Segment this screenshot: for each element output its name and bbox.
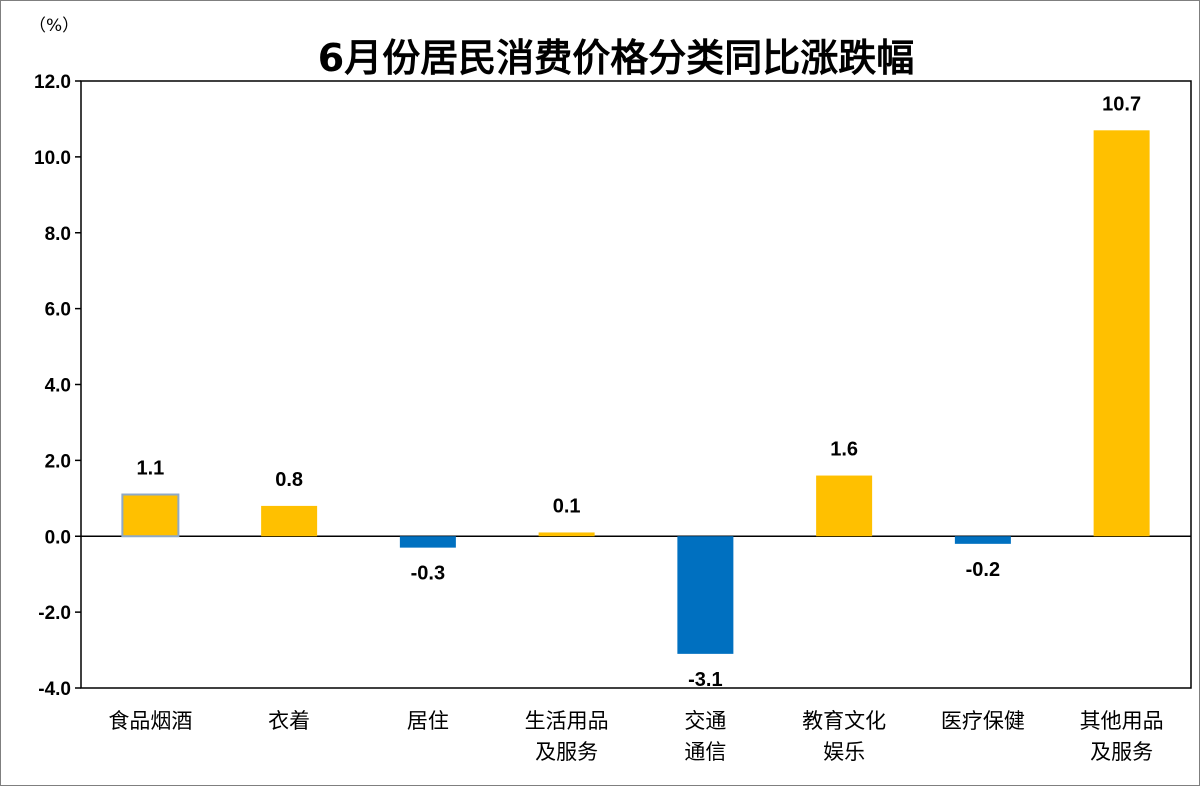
data-label: 0.1 [553, 495, 581, 517]
bar [399, 536, 456, 548]
bar [816, 475, 873, 537]
bar [121, 493, 180, 538]
y-tick-label: -2.0 [38, 603, 71, 624]
x-tick-label: 教育文化 [802, 709, 886, 733]
bar [261, 505, 318, 537]
x-tick-label: 通信 [684, 740, 726, 764]
bar [677, 536, 734, 654]
x-tick-label: 衣着 [268, 709, 310, 733]
x-tick-label: 生活用品 [525, 709, 609, 733]
x-tick-label: 食品烟酒 [108, 709, 192, 733]
x-tick-label: 及服务 [1090, 740, 1153, 764]
y-tick-label: 10.0 [34, 148, 71, 169]
bar [538, 532, 595, 537]
bar [954, 536, 1011, 544]
y-tick-label: 12.0 [34, 72, 71, 93]
plot-border [80, 80, 1192, 689]
data-label: -3.1 [688, 669, 722, 691]
x-tick-label: 交通 [684, 709, 726, 733]
data-label: 10.7 [1102, 93, 1141, 115]
y-tick-label: 4.0 [45, 376, 71, 397]
x-tick-label: 及服务 [535, 740, 598, 764]
y-tick-label: 2.0 [45, 451, 71, 472]
data-label: 1.1 [136, 458, 164, 480]
y-tick-label: -4.0 [38, 679, 71, 700]
y-tick-label: 8.0 [45, 224, 71, 245]
y-tick-label: 6.0 [45, 300, 71, 321]
bar [1093, 130, 1150, 537]
data-label: -0.2 [966, 559, 1000, 581]
data-label: 0.8 [275, 469, 303, 491]
y-tick-label: 0.0 [45, 527, 71, 548]
data-label: -0.3 [411, 563, 445, 585]
x-tick-label: 其他用品 [1080, 709, 1164, 733]
chart-title: 6月份居民消费价格分类同比涨跌幅 [318, 36, 914, 80]
unit-label: （%） [29, 16, 79, 36]
plot-area: 12.0 10.0 8.0 6.0 4.0 2.0 0.0 -2.0 -4.0 1.1 食品烟酒 0.… [34, 72, 1192, 764]
x-tick-label: 居住 [407, 709, 449, 733]
x-tick-label: 医疗保健 [941, 709, 1025, 733]
data-label: 1.6 [830, 439, 858, 461]
x-tick-label: 娱乐 [823, 740, 865, 764]
